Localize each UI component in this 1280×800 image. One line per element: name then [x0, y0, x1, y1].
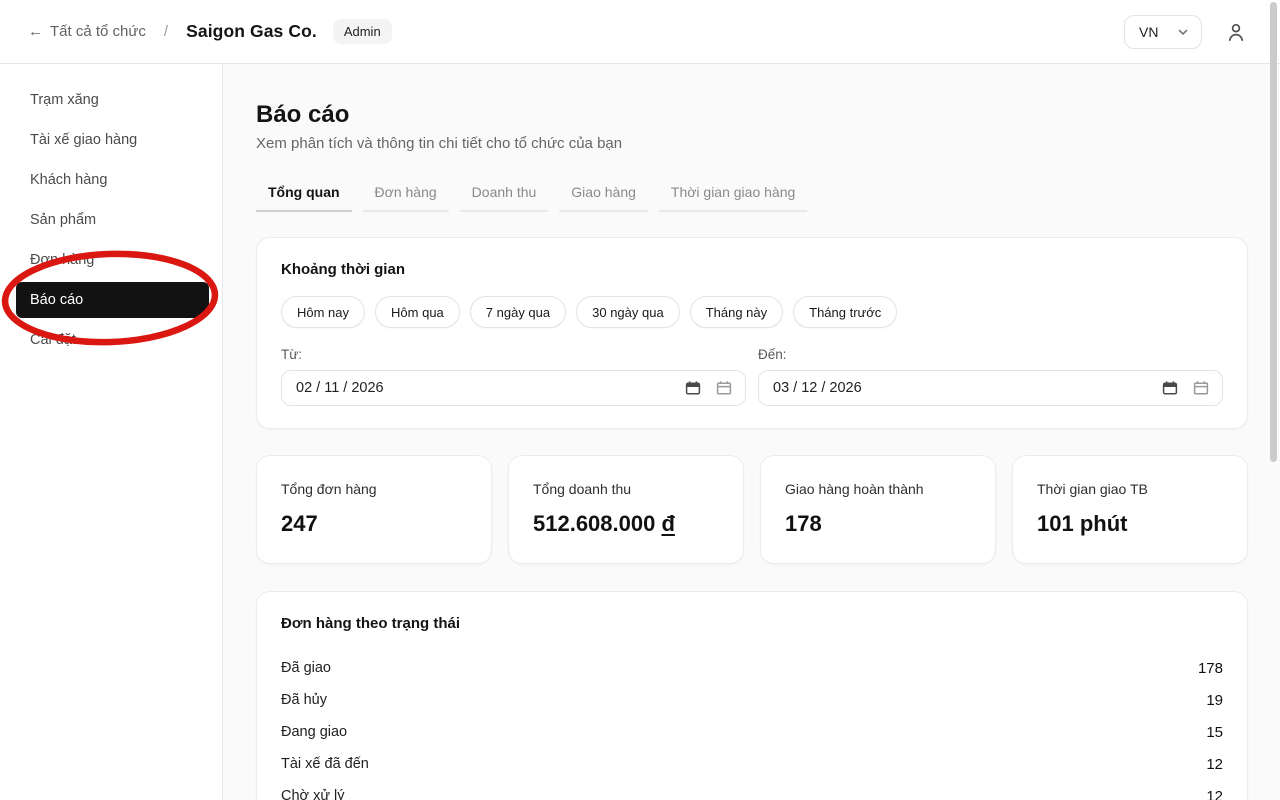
revenue-amount: 512.608.000 [533, 511, 662, 536]
status-value: 19 [1206, 691, 1223, 709]
date-range-card: Khoảng thời gian Hôm nay Hôm qua 7 ngày … [256, 237, 1248, 429]
preset-today[interactable]: Hôm nay [281, 296, 366, 328]
preset-last-30-days[interactable]: 30 ngày qua [576, 296, 680, 328]
main-content: Báo cáo Xem phân tích và thông tin chi t… [223, 64, 1280, 800]
tab-delivery[interactable]: Giao hàng [559, 184, 648, 212]
stat-card-avg-delivery-time: Thời gian giao TB 101 phút [1012, 455, 1248, 564]
from-date-value: 02 / 11 / 2026 [296, 380, 384, 396]
status-row-delivering: Đang giao 15 [281, 716, 1223, 748]
user-icon [1224, 20, 1248, 44]
status-value: 12 [1206, 787, 1223, 800]
status-label: Chờ xử lý [281, 788, 345, 800]
page-subtitle: Xem phân tích và thông tin chi tiết cho … [256, 135, 623, 152]
calendar-icon[interactable] [1162, 380, 1178, 396]
scrollbar-thumb[interactable] [1270, 2, 1277, 462]
stat-card-total-orders: Tổng đơn hàng 247 [256, 455, 492, 564]
calendar-icon[interactable] [685, 380, 701, 396]
report-tabs: Tổng quan Đơn hàng Doanh thu Giao hàng T… [256, 184, 1248, 212]
tab-overview[interactable]: Tổng quan [256, 184, 352, 212]
status-label: Tài xế đã đến [281, 756, 369, 772]
preset-this-month[interactable]: Tháng này [689, 296, 784, 328]
language-value: VN [1139, 23, 1159, 40]
chevron-down-icon [1177, 26, 1189, 38]
sidebar-item-products[interactable]: Sản phẩm [30, 212, 97, 228]
orders-by-status-title: Đơn hàng theo trạng thái [281, 615, 460, 632]
page-title: Báo cáo [256, 101, 350, 128]
tab-revenue[interactable]: Doanh thu [459, 184, 549, 212]
calendar-picker-icon[interactable] [1193, 380, 1209, 396]
sidebar: Trạm xăng Tài xế giao hàng Khách hàng Sả… [0, 64, 223, 800]
to-date-value: 03 / 12 / 2026 [773, 380, 862, 396]
stat-value: 178 [785, 511, 822, 536]
stat-card-total-revenue: Tổng doanh thu 512.608.000 đ [508, 455, 744, 564]
status-row-driver-arrived: Tài xế đã đến 12 [281, 748, 1223, 780]
back-link-label: Tất cả tổ chức [50, 23, 146, 40]
date-range-title: Khoảng thời gian [281, 261, 405, 278]
status-label: Đã hủy [281, 692, 327, 708]
stat-label: Thời gian giao TB [1037, 481, 1148, 497]
status-value: 178 [1197, 659, 1223, 677]
tab-delivery-time[interactable]: Thời gian giao hàng [658, 184, 808, 212]
language-select[interactable]: VN [1124, 14, 1202, 49]
date-presets: Hôm nay Hôm qua 7 ngày qua 30 ngày qua T… [281, 296, 1223, 328]
sidebar-item-gas-stations[interactable]: Trạm xăng [30, 92, 99, 108]
breadcrumb-separator: / [163, 23, 169, 40]
top-header: ← Tất cả tổ chức / Saigon Gas Co. Admin … [0, 0, 1280, 64]
sidebar-item-customers[interactable]: Khách hàng [30, 172, 108, 188]
preset-yesterday[interactable]: Hôm qua [375, 296, 460, 328]
sidebar-item-reports[interactable]: Báo cáo [16, 282, 209, 318]
sidebar-item-delivery-drivers[interactable]: Tài xế giao hàng [30, 132, 138, 148]
stat-value: 512.608.000 đ [533, 509, 719, 539]
back-to-organizations-link[interactable]: ← Tất cả tổ chức [28, 23, 146, 40]
from-date-input[interactable]: 02 / 11 / 2026 [281, 370, 746, 406]
stat-card-completed-deliveries: Giao hàng hoàn thành 178 [760, 455, 996, 564]
sidebar-item-settings[interactable]: Cài đặt [30, 332, 76, 348]
stat-label: Tổng doanh thu [533, 481, 632, 497]
status-label: Đang giao [281, 724, 348, 740]
org-name: Saigon Gas Co. [186, 21, 317, 41]
from-date-label: Từ: [281, 347, 303, 362]
currency-symbol: đ [661, 511, 675, 536]
status-value: 15 [1206, 723, 1223, 741]
calendar-picker-icon[interactable] [716, 380, 732, 396]
preset-last-month[interactable]: Tháng trước [793, 296, 898, 328]
preset-last-7-days[interactable]: 7 ngày qua [469, 296, 567, 328]
stat-value: 101 phút [1037, 511, 1128, 536]
to-date-label: Đến: [758, 347, 787, 362]
back-arrow-icon: ← [28, 23, 43, 40]
status-value: 12 [1206, 755, 1223, 773]
stat-value: 247 [281, 511, 318, 536]
status-row-pending: Chờ xử lý 12 [281, 780, 1223, 800]
status-row-delivered: Đã giao 178 [281, 652, 1223, 684]
sidebar-item-orders[interactable]: Đơn hàng [30, 252, 95, 268]
status-label: Đã giao [281, 660, 331, 676]
account-button[interactable] [1224, 20, 1248, 44]
stat-label: Giao hàng hoàn thành [785, 481, 924, 497]
orders-by-status-card: Đơn hàng theo trạng thái Đã giao 178 Đã … [256, 591, 1248, 800]
stats-grid: Tổng đơn hàng 247 Tổng doanh thu 512.608… [256, 455, 1248, 564]
status-row-cancelled: Đã hủy 19 [281, 684, 1223, 716]
stat-label: Tổng đơn hàng [281, 481, 377, 497]
to-date-input[interactable]: 03 / 12 / 2026 [758, 370, 1223, 406]
tab-orders[interactable]: Đơn hàng [362, 184, 449, 212]
role-badge: Admin [332, 19, 392, 44]
